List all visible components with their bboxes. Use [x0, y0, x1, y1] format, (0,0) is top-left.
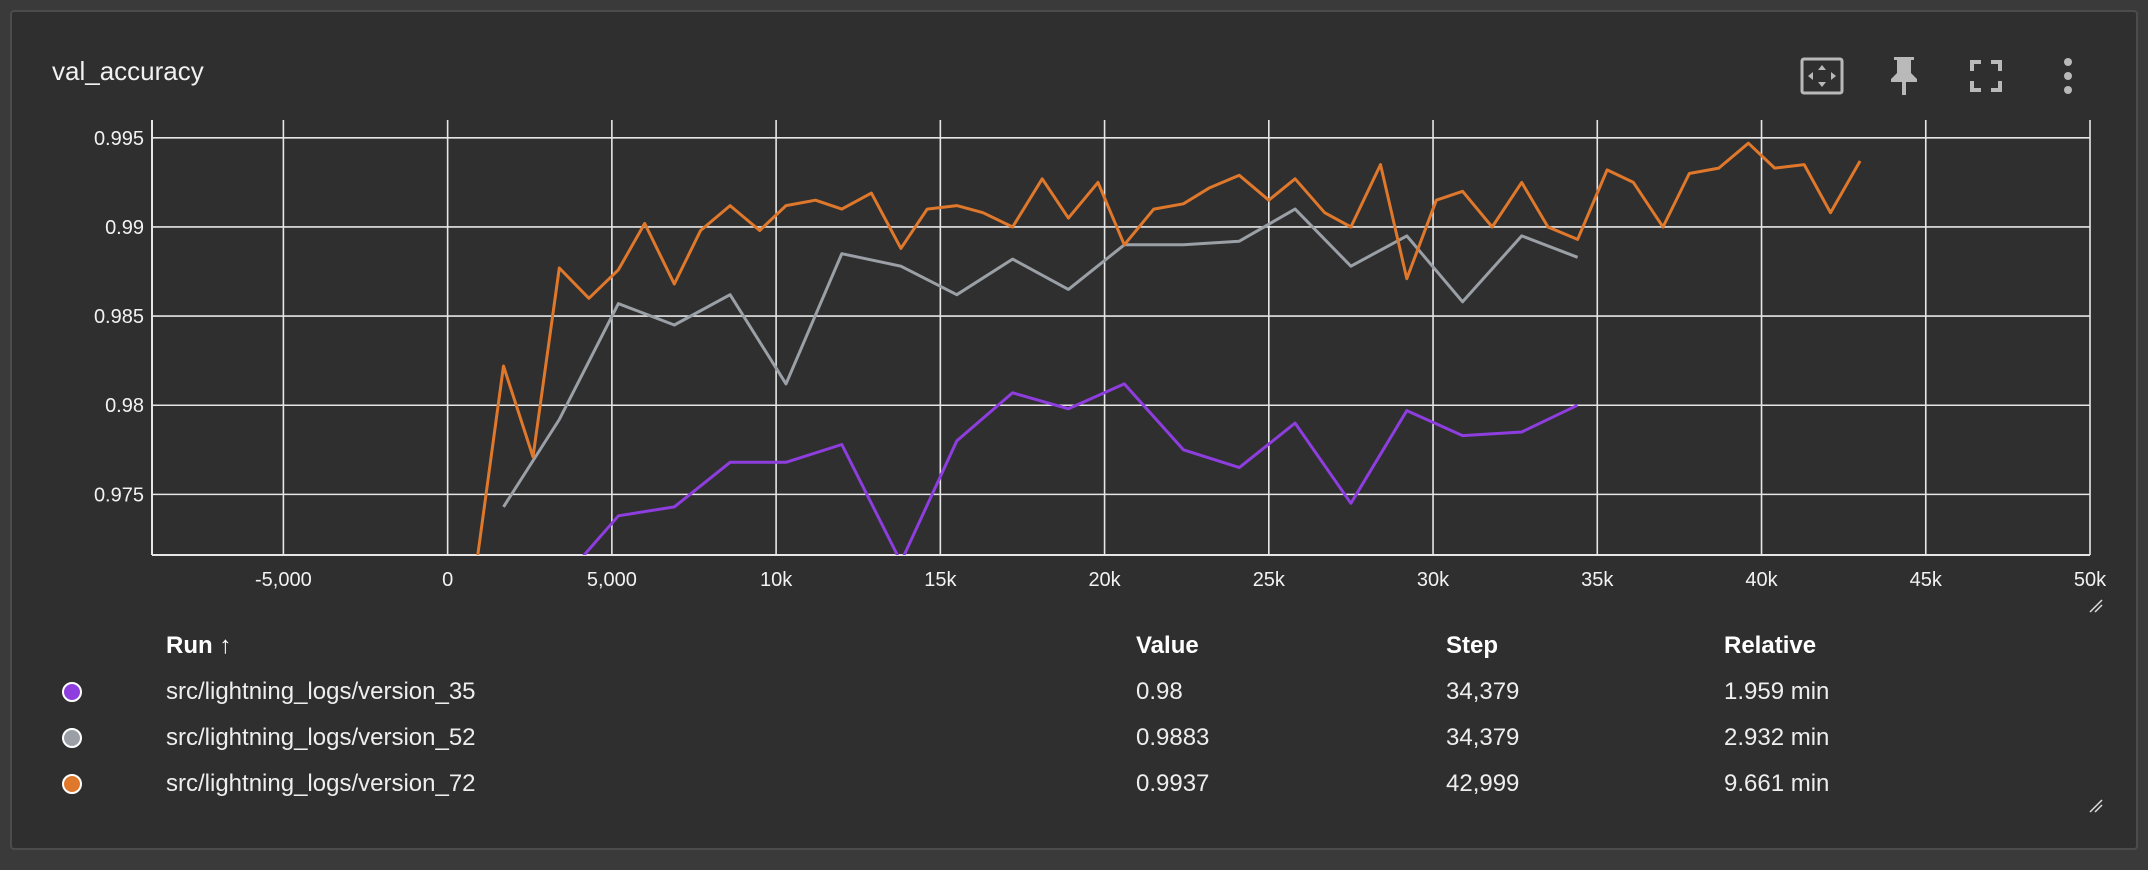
- chart-resize-handle-icon[interactable]: [2088, 598, 2104, 614]
- card-title: val_accuracy: [52, 56, 204, 86]
- x-tick-label: 10k: [760, 569, 793, 591]
- more-vert-icon: [2064, 58, 2072, 94]
- series-line: [582, 382, 1579, 555]
- x-tick-label: 0: [442, 569, 453, 591]
- run-name: src/lightning_logs/version_52: [166, 724, 476, 751]
- x-tick-label: 20k: [1088, 569, 1121, 591]
- run-value: 0.98: [1136, 678, 1183, 705]
- pin-icon: [1891, 57, 1917, 95]
- scalar-card: val_accuracy -5,000 0 5,000 10k 15k 20k 25k 30k…: [10, 10, 2138, 850]
- x-tick-label: 30k: [1417, 569, 1450, 591]
- run-color-swatch[interactable]: [62, 774, 82, 794]
- run-relative: 1.959 min: [1724, 678, 1830, 705]
- table-resize-handle-icon[interactable]: [2088, 798, 2104, 814]
- x-tick-label: -5,000: [255, 569, 312, 591]
- run-value: 0.9937: [1136, 770, 1210, 797]
- x-tick-label: 50k: [2074, 569, 2107, 591]
- fit-domain-icon: [1800, 57, 1844, 95]
- run-color-swatch[interactable]: [62, 682, 82, 702]
- run-step: 42,999: [1446, 770, 1520, 797]
- run-color-swatch[interactable]: [62, 728, 82, 748]
- table-row: src/lightning_logs/version_35 0.98 34,37…: [12, 670, 2136, 714]
- line-chart[interactable]: -5,000 0 5,000 10k 15k 20k 25k 30k 35k 40k 45k 50k 0…: [12, 112, 2136, 612]
- relative-column-header[interactable]: Relative: [1724, 632, 1817, 659]
- more-options-button[interactable]: [2040, 48, 2096, 104]
- run-name: src/lightning_logs/version_35: [166, 678, 476, 705]
- y-tick-label: 0.995: [94, 128, 144, 150]
- table-row: src/lightning_logs/version_52 0.9883 34,…: [12, 716, 2136, 760]
- x-tick-label: 25k: [1253, 569, 1286, 591]
- x-tick-label: 35k: [1581, 569, 1614, 591]
- run-name: src/lightning_logs/version_72: [166, 770, 476, 797]
- fullscreen-icon: [1970, 60, 2002, 92]
- run-column-header[interactable]: Run ↑: [166, 632, 232, 659]
- x-tick-label: 40k: [1745, 569, 1778, 591]
- pin-button[interactable]: [1876, 48, 1932, 104]
- fit-domain-button[interactable]: [1794, 48, 1850, 104]
- table-row: src/lightning_logs/version_72 0.9937 42,…: [12, 762, 2136, 806]
- x-tick-label: 45k: [1910, 569, 1943, 591]
- y-tick-label: 0.975: [94, 484, 144, 506]
- value-column-header[interactable]: Value: [1136, 632, 1199, 659]
- run-value: 0.9883: [1136, 724, 1210, 751]
- x-tick-label: 5,000: [587, 569, 637, 591]
- y-tick-label: 0.98: [105, 395, 144, 417]
- run-step: 34,379: [1446, 724, 1520, 751]
- x-tick-label: 15k: [924, 569, 957, 591]
- run-step: 34,379: [1446, 678, 1520, 705]
- series-line: [476, 141, 1862, 555]
- run-relative: 9.661 min: [1724, 770, 1830, 797]
- step-column-header[interactable]: Step: [1446, 632, 1499, 659]
- fullscreen-button[interactable]: [1958, 48, 2014, 104]
- y-tick-label: 0.985: [94, 306, 144, 328]
- run-table-header: Run ↑ Value Step Relative: [12, 624, 2136, 668]
- plot-area: [152, 120, 2090, 555]
- run-relative: 2.932 min: [1724, 724, 1830, 751]
- card-toolbar: [1768, 48, 2096, 104]
- y-tick-label: 0.99: [105, 217, 144, 239]
